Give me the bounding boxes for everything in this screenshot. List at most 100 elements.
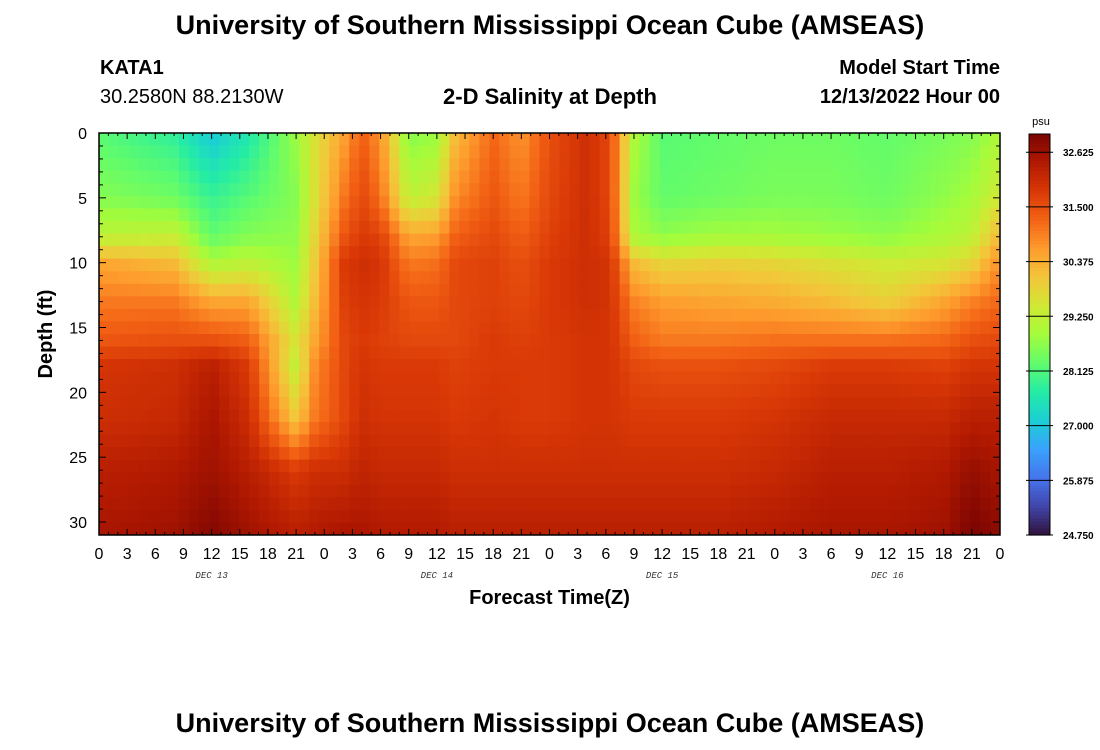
- heatmap-cell: [839, 522, 851, 535]
- heatmap-cell: [409, 371, 420, 385]
- heatmap-cell: [909, 158, 921, 172]
- heatmap-cell: [119, 409, 130, 423]
- colorbar-segment: [1029, 304, 1050, 309]
- colorbar-segment: [1029, 367, 1050, 372]
- heatmap-cell: [939, 133, 951, 147]
- heatmap-cell: [619, 208, 631, 222]
- heatmap-cell: [269, 208, 280, 222]
- heatmap-cell: [289, 220, 300, 235]
- heatmap-cell: [829, 246, 841, 260]
- heatmap-cell: [599, 509, 611, 524]
- heatmap-cell: [159, 283, 170, 297]
- heatmap-cell: [169, 522, 180, 535]
- heatmap-cell: [919, 208, 931, 222]
- heatmap-cell: [589, 208, 601, 222]
- x-tick-label: 21: [287, 546, 305, 563]
- heatmap-cell: [279, 258, 290, 272]
- heatmap-cell: [139, 321, 150, 335]
- heatmap-cell: [219, 396, 230, 410]
- heatmap-cell: [139, 296, 150, 310]
- heatmap-cell: [599, 484, 611, 498]
- heatmap-cell: [629, 308, 641, 323]
- heatmap-cell: [369, 472, 380, 486]
- heatmap-cell: [699, 434, 711, 448]
- heatmap-cell: [159, 421, 170, 436]
- heatmap-cell: [309, 509, 320, 524]
- heatmap-cell: [519, 258, 531, 272]
- heatmap-cell: [799, 522, 811, 535]
- heatmap-cell: [679, 195, 691, 209]
- heatmap-cell: [479, 459, 491, 473]
- heatmap-cell: [689, 359, 701, 373]
- heatmap-cell: [879, 233, 891, 247]
- heatmap-cell: [429, 421, 440, 436]
- colorbar-segment: [1029, 371, 1050, 376]
- heatmap-cell: [169, 459, 180, 473]
- heatmap-cell: [119, 145, 130, 159]
- heatmap-cell: [869, 409, 881, 423]
- heatmap-cell: [289, 409, 300, 423]
- heatmap-cell: [519, 145, 531, 159]
- heatmap-cell: [399, 233, 410, 247]
- heatmap-cell: [479, 434, 491, 448]
- heatmap-cell: [979, 384, 991, 398]
- heatmap-cell: [349, 371, 360, 385]
- x-tick-label: 15: [907, 546, 925, 563]
- heatmap-cell: [719, 359, 731, 373]
- heatmap-cell: [989, 447, 1000, 461]
- heatmap-cell: [189, 296, 200, 310]
- heatmap-cell: [99, 396, 110, 410]
- heatmap-cell: [229, 271, 240, 285]
- heatmap-cell: [729, 271, 741, 285]
- heatmap-cell: [229, 434, 240, 448]
- heatmap-cell: [659, 522, 671, 535]
- colorbar-segment: [1029, 461, 1050, 466]
- heatmap-cell: [549, 409, 561, 423]
- heatmap-cell: [599, 472, 611, 486]
- heatmap-cell: [729, 133, 741, 147]
- heatmap-cell: [729, 145, 741, 159]
- heatmap-cell: [209, 296, 220, 310]
- heatmap-cell: [609, 145, 621, 159]
- heatmap-cell: [809, 133, 821, 147]
- heatmap-cell: [609, 208, 621, 222]
- heatmap-cell: [969, 296, 981, 310]
- heatmap-cell: [709, 170, 721, 184]
- heatmap-cell: [289, 371, 300, 385]
- heatmap-cell: [399, 459, 410, 473]
- heatmap-cell: [759, 183, 771, 197]
- heatmap-cell: [869, 220, 881, 235]
- heatmap-cell: [369, 170, 380, 184]
- heatmap-cell: [569, 158, 581, 172]
- heatmap-cell: [189, 409, 200, 423]
- heatmap-cell: [839, 258, 851, 272]
- heatmap-cell: [169, 472, 180, 486]
- heatmap-cell: [919, 133, 931, 147]
- heatmap-cell: [329, 246, 340, 260]
- heatmap-cell: [339, 359, 350, 373]
- heatmap-cell: [139, 472, 150, 486]
- heatmap-cell: [589, 421, 601, 436]
- heatmap-cell: [769, 296, 781, 310]
- heatmap-cell: [499, 447, 511, 461]
- heatmap-cell: [469, 195, 481, 209]
- heatmap-cell: [209, 308, 220, 323]
- heatmap-cell: [219, 258, 230, 272]
- heatmap-cell: [779, 371, 791, 385]
- heatmap-cell: [159, 296, 170, 310]
- colorbar-tick-label: 27.000: [1063, 422, 1094, 433]
- heatmap-cell: [859, 271, 871, 285]
- heatmap-cell: [509, 233, 521, 247]
- heatmap-cell: [519, 308, 531, 323]
- colorbar-segment: [1029, 254, 1050, 259]
- heatmap-cell: [669, 359, 681, 373]
- heatmap-cell: [909, 321, 921, 335]
- heatmap-cell: [919, 371, 931, 385]
- heatmap-cell: [689, 459, 701, 473]
- heatmap-cell: [799, 396, 811, 410]
- heatmap-cell: [289, 296, 300, 310]
- heatmap-cell: [609, 447, 621, 461]
- heatmap-cell: [699, 145, 711, 159]
- heatmap-cell: [739, 258, 751, 272]
- heatmap-cell: [319, 346, 330, 360]
